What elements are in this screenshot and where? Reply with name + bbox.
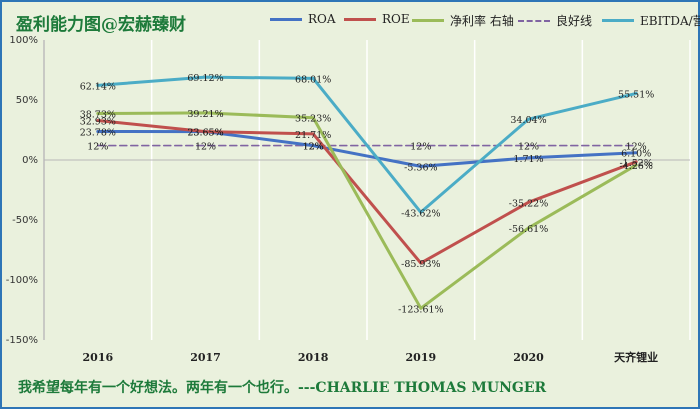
legend-label-roe: ROE [382, 12, 410, 26]
y-tick-label: -100% [6, 275, 38, 286]
data-label-2: 35.23% [295, 114, 331, 125]
x-tick-label: 2018 [298, 351, 329, 364]
legend-label-net-margin: 净利率 右轴 [450, 14, 514, 28]
x-tick-label: 2017 [190, 351, 221, 364]
legend-swatch-good-line [518, 19, 550, 22]
y-tick-label: -150% [6, 335, 38, 346]
data-label-1: -35.22% [509, 198, 548, 209]
series-line-1 [96, 119, 638, 265]
data-label-4: 55.51% [618, 89, 654, 100]
y-tick-label: -50% [12, 215, 38, 226]
legend-swatch-net-margin [412, 19, 444, 22]
legend-item-roe: ROE [344, 12, 410, 26]
data-label-3: 12% [518, 142, 539, 153]
data-label-1: 21.71% [295, 130, 331, 141]
legend-item-good-line: 良好线 [518, 12, 592, 29]
data-label-2: 38.73% [80, 110, 116, 121]
data-label-1: 23.65% [187, 128, 223, 139]
chart-title: 盈利能力图@宏赫臻财 [16, 15, 186, 35]
legend-item-roa: ROA [270, 12, 336, 26]
legend-item-ebitda: EBITDA/营收 [602, 12, 700, 29]
data-label-4: 69.12% [187, 73, 223, 84]
data-label-2: 39.21% [187, 109, 223, 120]
data-label-3: 12% [195, 142, 216, 153]
y-tick-label: 100% [9, 35, 38, 46]
data-label-3: 12% [87, 142, 108, 153]
data-label-0: 1.71% [513, 154, 543, 165]
data-label-2: -56.61% [509, 224, 548, 235]
legend-label-good-line: 良好线 [556, 14, 593, 28]
legend-swatch-roa [270, 17, 302, 21]
data-label-0: 23.65% [187, 128, 223, 139]
data-label-3: 12% [303, 142, 324, 153]
data-label-2: -123.61% [398, 304, 443, 315]
data-label-1: -1.52% [619, 158, 652, 169]
data-label-2: -4.26% [619, 161, 652, 172]
data-label-4: 62.14% [80, 81, 116, 92]
legend-swatch-roe [344, 17, 376, 21]
legend-label-roa: ROA [308, 12, 336, 26]
x-tick-label: 天齐锂业 [614, 350, 658, 364]
series-line-4 [96, 75, 638, 214]
data-label-1: 32.93% [80, 116, 116, 127]
data-label-3: 12% [626, 142, 647, 153]
data-label-4: 34.04% [510, 115, 546, 126]
series-line-0 [96, 130, 638, 168]
data-label-0: 6.10% [621, 149, 651, 160]
munger-quote: 我希望每年有一个好想法。两年有一个也行。---CHARLIE THOMAS MU… [18, 380, 547, 396]
data-label-0: -5.36% [404, 162, 437, 173]
legend-swatch-ebitda [602, 19, 634, 22]
data-label-4: -43.62% [401, 208, 440, 219]
data-label-0: 23.78% [80, 127, 116, 138]
series-line-2 [96, 111, 638, 310]
x-tick-label: 2020 [513, 351, 544, 364]
data-label-0: 12% [303, 142, 324, 153]
y-tick-label: 0% [22, 155, 38, 166]
data-label-4: 68.01% [295, 74, 331, 85]
x-tick-label: 2016 [83, 351, 114, 364]
legend-item-net-margin: 净利率 右轴 [412, 12, 514, 29]
data-label-1: -85.93% [401, 259, 440, 270]
x-tick-label: 2019 [406, 351, 437, 364]
y-tick-label: 50% [16, 95, 38, 106]
legend-label-ebitda: EBITDA/营收 [640, 14, 700, 28]
data-label-3: 12% [410, 142, 431, 153]
